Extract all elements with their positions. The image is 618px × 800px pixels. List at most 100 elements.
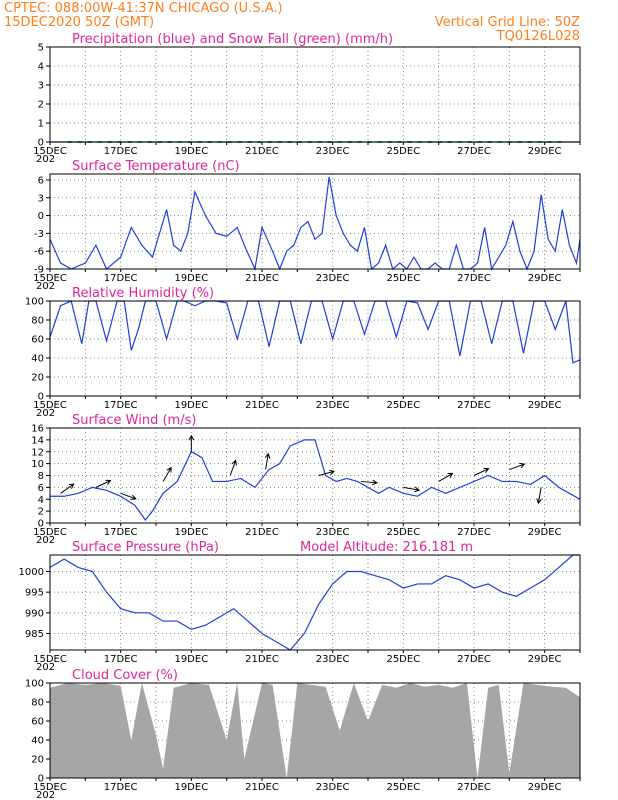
wind-arrow bbox=[318, 470, 335, 476]
x-tick-label: 25DEC bbox=[386, 654, 420, 665]
y-tick-label: 40 bbox=[31, 354, 44, 365]
x-tick-label: 23DEC bbox=[316, 782, 350, 793]
wind-arrow-head bbox=[166, 466, 172, 473]
wind-arrow bbox=[120, 492, 136, 500]
x-axis-corner-label: 202 bbox=[36, 281, 55, 292]
panel-4: Surface Pressure (hPa) Model Altitude: 21… bbox=[19, 540, 581, 673]
x-tick-label: 25DEC bbox=[386, 400, 420, 411]
cloud-cover-area bbox=[50, 683, 580, 778]
x-axis-corner-label: 202 bbox=[36, 535, 55, 546]
header-grid-line: Vertical Grid Line: 50Z bbox=[435, 15, 580, 30]
wind-arrow-head bbox=[372, 479, 378, 486]
wind-arrow bbox=[265, 453, 269, 470]
y-tick-label: 2 bbox=[38, 507, 44, 518]
y-tick-label: 16 bbox=[31, 424, 44, 435]
y-tick-label: 100 bbox=[25, 297, 44, 308]
x-tick-label: 19DEC bbox=[174, 273, 208, 284]
x-tick-label: 23DEC bbox=[316, 654, 350, 665]
x-tick-label: 15DEC bbox=[33, 654, 67, 665]
x-tick-label: 17DEC bbox=[104, 273, 138, 284]
x-tick-label: 27DEC bbox=[457, 400, 491, 411]
y-tick-label: 20 bbox=[31, 373, 44, 384]
wind-arrow bbox=[438, 473, 453, 482]
x-tick-label: 15DEC bbox=[33, 782, 67, 793]
y-tick-label: 1 bbox=[38, 119, 44, 130]
panel-title: Surface Temperature (nC) bbox=[72, 159, 240, 174]
y-tick-label: 60 bbox=[31, 717, 44, 728]
y-tick-label: 0 bbox=[38, 392, 44, 403]
x-tick-label: 23DEC bbox=[316, 527, 350, 538]
x-tick-label: 21DEC bbox=[245, 527, 279, 538]
wind-arrow-head bbox=[519, 462, 526, 469]
panel-frame bbox=[49, 554, 581, 651]
wind-arrow bbox=[229, 460, 237, 476]
wind-arrow-head bbox=[231, 459, 237, 466]
x-tick-label: 29DEC bbox=[528, 273, 562, 284]
y-tick-label: 40 bbox=[31, 736, 44, 747]
wind-arrow-head bbox=[105, 479, 112, 485]
y-tick-label: 990 bbox=[25, 608, 44, 619]
y-tick-label: 80 bbox=[31, 316, 44, 327]
x-tick-label: 21DEC bbox=[245, 782, 279, 793]
x-tick-label: 19DEC bbox=[174, 146, 208, 157]
x-tick-label: 15DEC bbox=[33, 400, 67, 411]
panel-5: Cloud Cover (%) 0 20 40 60 80 100 15DEC 17DEC 19D… bbox=[25, 668, 581, 800]
y-tick-label: 3 bbox=[38, 193, 44, 204]
x-tick-label: 21DEC bbox=[245, 654, 279, 665]
y-tick-label: 0 bbox=[38, 138, 44, 149]
y-tick-label: 14 bbox=[31, 435, 44, 446]
y-tick-label: 0 bbox=[38, 211, 44, 222]
wind-arrow-head bbox=[536, 498, 542, 505]
x-tick-label: 23DEC bbox=[316, 273, 350, 284]
y-tick-label: 0 bbox=[38, 774, 44, 785]
x-tick-label: 17DEC bbox=[104, 527, 138, 538]
wind-arrow-head bbox=[68, 483, 75, 489]
x-tick-label: 17DEC bbox=[104, 782, 138, 793]
panel-0: Precipitation (blue) and Snow Fall (gree… bbox=[33, 32, 581, 165]
y-tick-label: 100 bbox=[25, 679, 44, 690]
wind-arrow bbox=[95, 480, 111, 488]
x-tick-label: 29DEC bbox=[528, 527, 562, 538]
panel-frame bbox=[49, 682, 581, 779]
x-axis-corner-label: 202 bbox=[36, 662, 55, 673]
wind-arrow bbox=[403, 486, 420, 491]
panel-title: Surface Pressure (hPa) bbox=[72, 540, 219, 555]
series-line bbox=[49, 554, 580, 651]
y-tick-label: 2 bbox=[38, 100, 44, 111]
series-line bbox=[49, 176, 581, 272]
x-tick-label: 21DEC bbox=[245, 400, 279, 411]
y-tick-label: 4 bbox=[38, 495, 44, 506]
x-tick-label: 27DEC bbox=[457, 782, 491, 793]
wind-arrow bbox=[473, 468, 489, 476]
y-tick-label: 985 bbox=[25, 629, 44, 640]
y-tick-label: 6 bbox=[38, 483, 44, 494]
x-tick-label: 15DEC bbox=[33, 273, 67, 284]
series-line bbox=[50, 439, 581, 522]
panel-title: Relative Humidity (%) bbox=[72, 286, 214, 301]
x-tick-label: 27DEC bbox=[457, 527, 491, 538]
panel-1: Surface Temperature (nC) -9 -6 -3 0 3 6 15DEC 17… bbox=[33, 159, 581, 292]
y-tick-label: 995 bbox=[25, 588, 44, 599]
wind-arrow-head bbox=[264, 452, 271, 459]
x-tick-label: 29DEC bbox=[528, 400, 562, 411]
x-tick-label: 15DEC bbox=[33, 527, 67, 538]
wind-arrow bbox=[509, 463, 525, 471]
y-tick-label: 0 bbox=[38, 519, 44, 530]
y-tick-label: 80 bbox=[31, 698, 44, 709]
y-tick-label: 60 bbox=[31, 335, 44, 346]
panel-annotation: Model Altitude: 216.181 m bbox=[300, 540, 473, 555]
wind-arrow-head bbox=[414, 486, 421, 493]
header-location: CPTEC: 088:00W-41:37N CHICAGO (U.S.A.) bbox=[4, 1, 283, 16]
x-tick-label: 25DEC bbox=[386, 273, 420, 284]
wind-arrow-head bbox=[188, 434, 195, 441]
x-tick-label: 17DEC bbox=[104, 400, 138, 411]
x-tick-label: 19DEC bbox=[174, 654, 208, 665]
panel-title: Cloud Cover (%) bbox=[72, 668, 178, 683]
wind-arrow bbox=[60, 483, 74, 494]
series-line bbox=[49, 300, 581, 364]
panel-title: Surface Wind (m/s) bbox=[72, 413, 196, 428]
x-tick-label: 25DEC bbox=[386, 527, 420, 538]
wind-arrow-head bbox=[329, 469, 335, 476]
